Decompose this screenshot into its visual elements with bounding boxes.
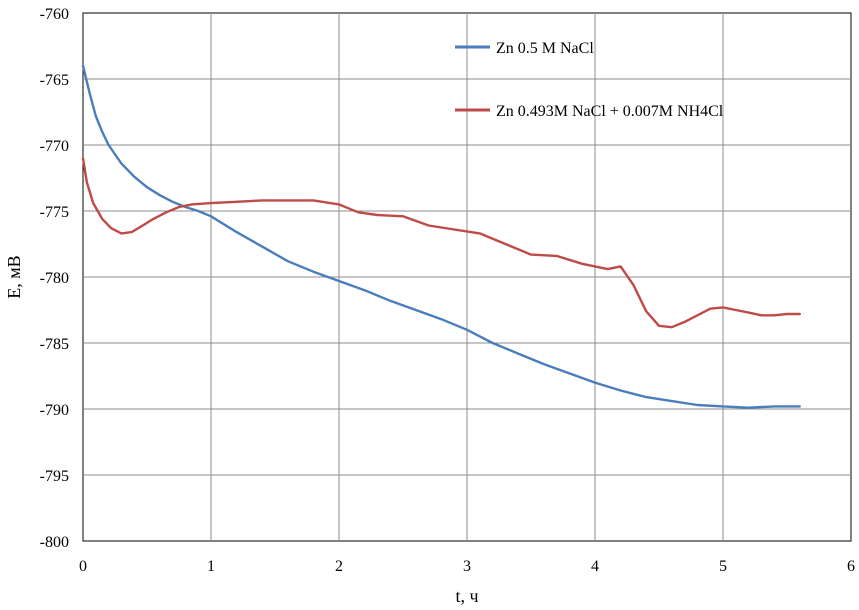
x-tick-label: 2	[335, 558, 343, 575]
x-tick-label: 6	[847, 558, 855, 575]
y-tick-label: -780	[40, 270, 69, 287]
y-tick-label: -800	[40, 534, 69, 551]
series-lines	[81, 64, 801, 409]
legend-label-series-2: Zn 0.493M NaCl + 0.007M NH4Cl	[496, 103, 724, 120]
series-line-2	[81, 156, 801, 329]
legend-label-series-1: Zn 0.5 M NaCl	[496, 40, 594, 57]
y-tick-label: -770	[40, 138, 69, 155]
y-tick-label: -765	[40, 72, 69, 89]
y-tick-label: -785	[40, 336, 69, 353]
series-line-1	[81, 64, 801, 409]
y-tick-label: -760	[40, 6, 69, 23]
x-tick-label: 3	[463, 558, 471, 575]
legend: Zn 0.5 M NaCl Zn 0.493M NaCl + 0.007M NH…	[455, 40, 724, 120]
x-tick-label: 5	[719, 558, 727, 575]
y-tick-label: -795	[40, 468, 69, 485]
x-axis-title: t, ч	[455, 586, 478, 606]
grid-lines	[83, 13, 851, 541]
y-axis-title: E, мВ	[4, 255, 24, 298]
x-tick-label: 4	[591, 558, 599, 575]
x-tick-labels: 0 1 2 3 4 5 6	[79, 558, 855, 575]
y-tick-labels: -760 -765 -770 -775 -780 -785 -790 -795 -800	[40, 6, 69, 551]
x-tick-label: 0	[79, 558, 87, 575]
y-tick-label: -775	[40, 204, 69, 221]
x-tick-label: 1	[207, 558, 215, 575]
y-tick-label: -790	[40, 402, 69, 419]
